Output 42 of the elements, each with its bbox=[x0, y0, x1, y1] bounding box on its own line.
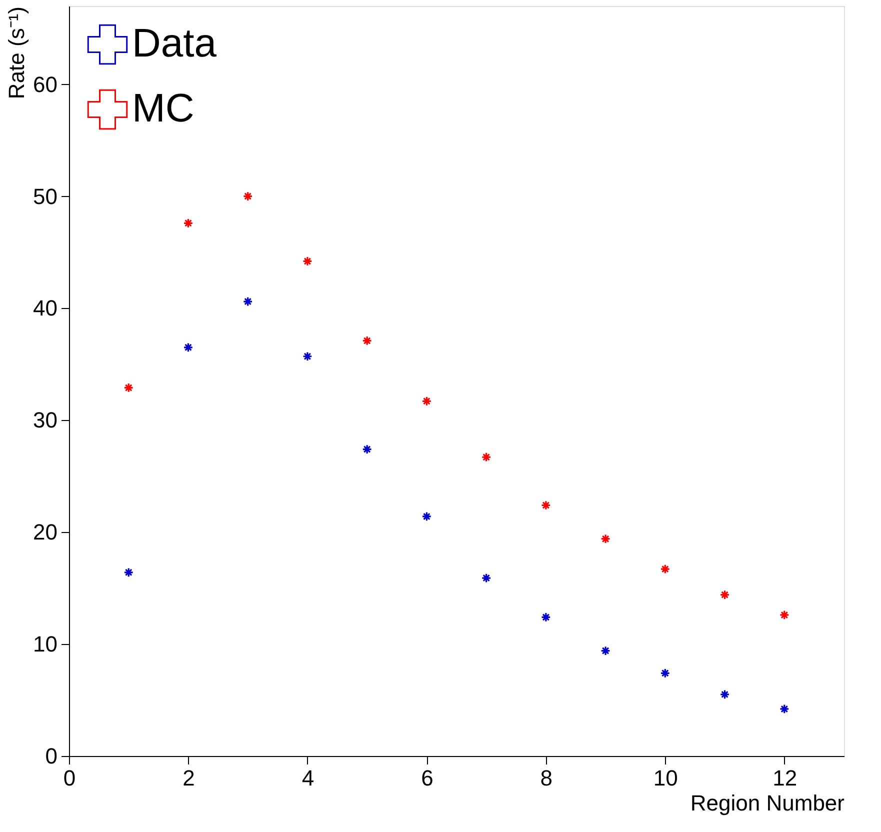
y-tick-label: 20 bbox=[33, 520, 58, 545]
point bbox=[481, 452, 492, 462]
x-axis-title: Region Number bbox=[690, 790, 844, 816]
point bbox=[600, 534, 611, 544]
point bbox=[124, 382, 134, 393]
point bbox=[779, 704, 790, 714]
point bbox=[422, 511, 432, 522]
point bbox=[124, 567, 134, 578]
point bbox=[540, 500, 551, 510]
x-tick-label: 0 bbox=[63, 766, 76, 790]
point bbox=[183, 342, 194, 352]
point bbox=[540, 612, 551, 622]
y-tick-label: 60 bbox=[33, 72, 58, 97]
legend-label: MC bbox=[132, 86, 194, 130]
x-tick-label: 8 bbox=[540, 766, 553, 790]
y-axis-title: Rate (s⁻¹) bbox=[4, 6, 30, 100]
point bbox=[481, 573, 492, 583]
point bbox=[362, 444, 372, 454]
point bbox=[660, 564, 670, 574]
y-tick-label: 40 bbox=[33, 296, 58, 321]
point bbox=[660, 668, 670, 678]
point bbox=[422, 396, 432, 406]
x-tick-label: 10 bbox=[653, 766, 678, 790]
x-tick-label: 4 bbox=[302, 766, 314, 790]
point bbox=[600, 646, 611, 656]
x-tick-label: 12 bbox=[772, 766, 798, 790]
x-tick-label: 6 bbox=[421, 766, 434, 790]
point bbox=[779, 610, 790, 620]
point bbox=[362, 336, 372, 346]
y-tick-label: 50 bbox=[33, 184, 58, 209]
point bbox=[183, 218, 194, 228]
point bbox=[720, 689, 730, 700]
point bbox=[302, 256, 312, 266]
legend-label: Data bbox=[132, 22, 218, 66]
y-tick-label: 30 bbox=[33, 408, 58, 433]
x-tick-label: 2 bbox=[182, 766, 195, 790]
y-tick-label: 10 bbox=[33, 632, 58, 657]
y-tick-label: 0 bbox=[45, 744, 58, 768]
point bbox=[302, 351, 312, 362]
point bbox=[242, 296, 253, 307]
point bbox=[242, 191, 253, 202]
point bbox=[720, 590, 730, 600]
